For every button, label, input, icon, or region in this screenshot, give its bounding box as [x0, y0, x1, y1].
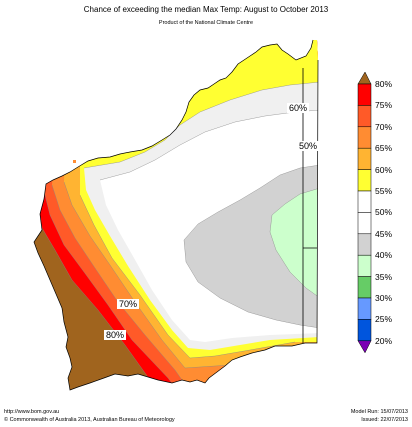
footer-right: Model Run: 15/07/2013 Issued: 22/07/2013 [351, 408, 408, 424]
band-light-green [270, 188, 318, 298]
legend-swatch [357, 126, 372, 149]
legend-label: 40% [375, 250, 393, 261]
map-subtitle: Product of the National Climate Centre [158, 20, 254, 26]
coastline [33, 39, 319, 391]
legend-top-arrow [357, 72, 372, 85]
map-label-60: 60% [287, 103, 310, 113]
legend-swatch [357, 169, 372, 192]
legend-swatch [357, 212, 372, 235]
map-label-70: 70% [117, 299, 140, 309]
legend-swatch [357, 190, 372, 213]
footer-model-run: Model Run: 15/07/2013 [350, 409, 408, 415]
legend-label: 50% [375, 207, 393, 218]
footer-issued: Issued: 22/07/2013 [361, 417, 408, 423]
legend-label: 45% [375, 228, 393, 239]
legend-label: 70% [375, 121, 393, 132]
legend-label: 80% [375, 79, 393, 89]
legend-colorbar [357, 72, 372, 354]
map-label-80: 80% [104, 330, 127, 340]
legend-label: 20% [375, 335, 393, 346]
color-legend: 80% 75% 70% 65% 60% 55% 50% 45% 40% 35% 30% 25% 20% [355, 72, 412, 362]
map-label-50: 50% [297, 141, 320, 151]
legend-swatch [357, 147, 372, 170]
legend-label: 75% [375, 100, 393, 111]
legend-label: 35% [375, 271, 393, 282]
legend-swatch [357, 297, 372, 320]
legend-swatch [357, 254, 372, 277]
legend-swatch [357, 319, 372, 342]
footer-left: http://www.bom.gov.au © Commonwealth of … [4, 408, 175, 424]
legend-label: 25% [375, 314, 393, 325]
footer-copyright: © Commonwealth of Australia 2013, Austra… [4, 417, 175, 423]
legend-bottom-arrow [357, 340, 372, 354]
legend-swatch [357, 105, 372, 128]
footer-url[interactable]: http://www.bom.gov.au [4, 409, 60, 415]
legend-label: 55% [375, 186, 393, 196]
map-title: Chance of exceeding the median Max Temp:… [83, 5, 329, 14]
legend-label: 60% [375, 164, 393, 175]
legend-swatch [357, 276, 372, 299]
legend-swatch [357, 83, 372, 106]
legend-label: 30% [375, 293, 393, 303]
legend-label: 65% [375, 143, 393, 154]
legend-swatch [357, 233, 372, 256]
island [73, 160, 76, 163]
